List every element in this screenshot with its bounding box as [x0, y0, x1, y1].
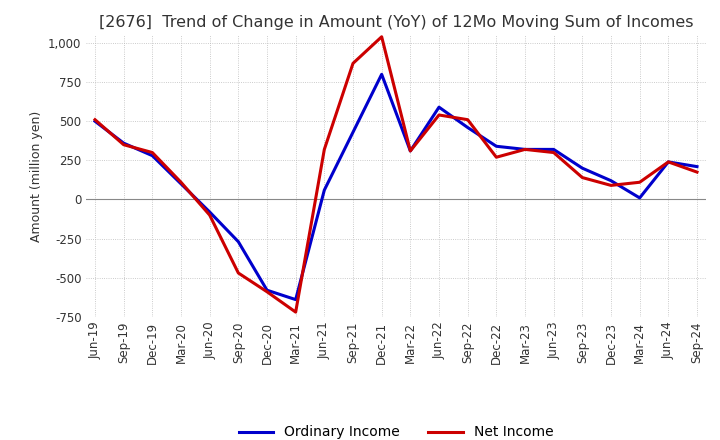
Line: Net Income: Net Income — [95, 37, 697, 312]
Ordinary Income — [635, 195, 644, 201]
Net Income — [549, 150, 558, 155]
Ordinary Income — [664, 159, 672, 165]
Net Income — [234, 270, 243, 275]
Net Income — [91, 117, 99, 122]
Net Income — [435, 112, 444, 117]
Ordinary Income — [176, 181, 185, 187]
Net Income — [148, 150, 157, 155]
Ordinary Income — [578, 165, 587, 171]
Net Income — [693, 169, 701, 175]
Net Income — [664, 159, 672, 165]
Net Income — [263, 289, 271, 294]
Y-axis label: Amount (million yen): Amount (million yen) — [30, 110, 42, 242]
Ordinary Income — [607, 178, 616, 183]
Net Income — [120, 142, 128, 147]
Ordinary Income — [148, 153, 157, 158]
Title: [2676]  Trend of Change in Amount (YoY) of 12Mo Moving Sum of Incomes: [2676] Trend of Change in Amount (YoY) o… — [99, 15, 693, 30]
Ordinary Income — [120, 140, 128, 146]
Net Income — [292, 309, 300, 315]
Ordinary Income — [521, 147, 529, 152]
Ordinary Income — [205, 209, 214, 215]
Ordinary Income — [91, 119, 99, 124]
Net Income — [635, 180, 644, 185]
Ordinary Income — [263, 288, 271, 293]
Net Income — [406, 148, 415, 154]
Ordinary Income — [549, 147, 558, 152]
Net Income — [320, 147, 328, 152]
Net Income — [205, 213, 214, 218]
Ordinary Income — [406, 148, 415, 154]
Net Income — [607, 183, 616, 188]
Legend: Ordinary Income, Net Income: Ordinary Income, Net Income — [233, 420, 559, 440]
Ordinary Income — [693, 164, 701, 169]
Ordinary Income — [377, 72, 386, 77]
Line: Ordinary Income: Ordinary Income — [95, 74, 697, 300]
Net Income — [464, 117, 472, 122]
Net Income — [521, 147, 529, 152]
Ordinary Income — [348, 129, 357, 135]
Ordinary Income — [492, 143, 500, 149]
Ordinary Income — [320, 187, 328, 193]
Ordinary Income — [464, 125, 472, 130]
Net Income — [492, 154, 500, 160]
Net Income — [377, 34, 386, 40]
Net Income — [176, 180, 185, 185]
Net Income — [348, 61, 357, 66]
Ordinary Income — [234, 239, 243, 244]
Ordinary Income — [292, 297, 300, 302]
Net Income — [578, 175, 587, 180]
Ordinary Income — [435, 105, 444, 110]
